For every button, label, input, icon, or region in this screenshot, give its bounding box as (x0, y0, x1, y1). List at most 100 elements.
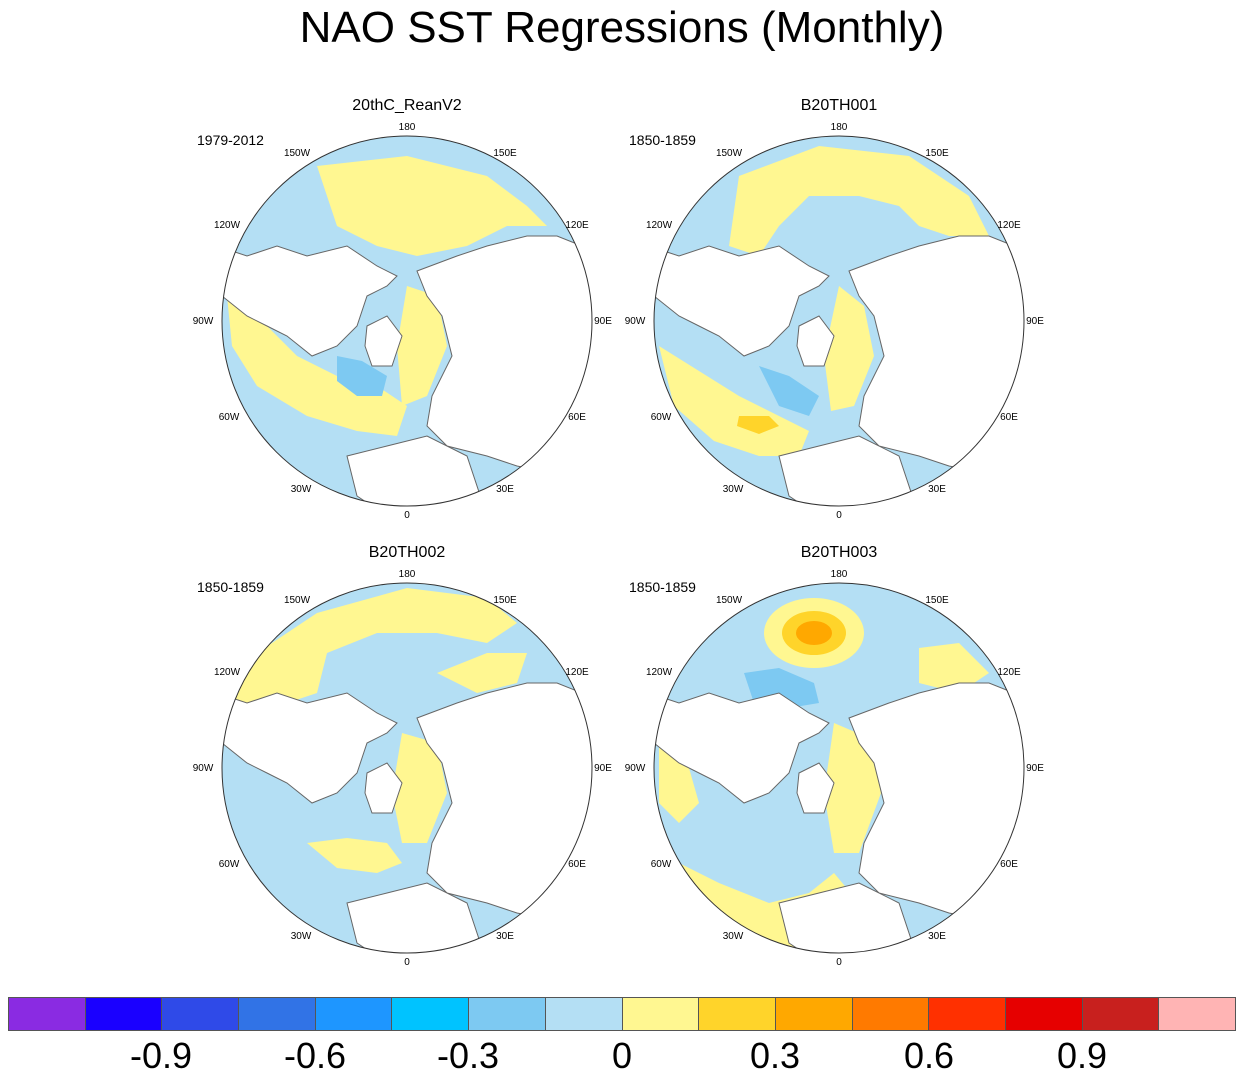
land (416, 682, 592, 924)
lon-label: 90W (192, 316, 214, 327)
lon-label: 60W (650, 859, 672, 870)
lon-label: 30W (722, 484, 744, 495)
lon-label: 120W (213, 667, 241, 678)
land (778, 435, 920, 506)
lon-label: 120E (997, 667, 1021, 678)
colorbar-box (468, 997, 546, 1031)
land (346, 435, 488, 506)
panel-title: B20TH001 (800, 97, 878, 114)
lon-label: 30W (290, 931, 312, 942)
land (222, 692, 398, 804)
lon-label: 90E (594, 763, 612, 774)
lon-label: 90W (624, 316, 646, 327)
land (416, 235, 592, 477)
lon-label: 60E (1000, 412, 1018, 423)
colorbar-label: 0.3 (749, 1035, 801, 1076)
lon-label: 0 (836, 510, 842, 521)
panel-period: 1850-1859 (197, 579, 264, 595)
lon-label: 150W (715, 148, 743, 159)
lon-label: 30E (496, 484, 514, 495)
polar-map (653, 135, 1025, 507)
positive-anomaly-stronger (796, 621, 832, 645)
lon-label: 150E (925, 148, 949, 159)
positive-anomaly (317, 156, 547, 256)
land (654, 245, 830, 357)
lon-label: 120E (997, 220, 1021, 231)
lon-label: 0 (404, 957, 410, 968)
colorbar-box (8, 997, 86, 1031)
colorbar-box (1004, 997, 1083, 1031)
land (848, 235, 1024, 477)
positive-anomaly (919, 643, 989, 693)
colorbar (8, 997, 1236, 1031)
lon-label: 180 (830, 122, 848, 133)
polar-map (221, 135, 593, 507)
panel-title: B20TH002 (368, 544, 446, 561)
colorbar-label: 0.9 (1056, 1035, 1108, 1076)
lon-label: 150E (925, 595, 949, 606)
lon-label: 90E (1026, 763, 1044, 774)
panel-period: 1850-1859 (629, 132, 696, 148)
map-panel-b20th002: B20TH002 1850-1859 180 150E 120E 90E 60E… (187, 543, 627, 983)
land (848, 682, 1024, 924)
map-panel-b20th003: B20TH003 1850-1859 180 150E 120E 90E 60E… (619, 543, 1059, 983)
colorbar-box (84, 997, 163, 1031)
lon-label: 60E (568, 412, 586, 423)
polar-map (653, 582, 1025, 954)
negative-anomaly (759, 366, 819, 416)
positive-anomaly (227, 296, 407, 436)
lon-label: 180 (830, 569, 848, 580)
panel-title: B20TH003 (800, 544, 878, 561)
negative-anomaly (337, 356, 387, 396)
lon-label: 120W (645, 667, 673, 678)
lon-label: 30W (722, 931, 744, 942)
positive-anomaly (729, 146, 989, 256)
positive-anomaly (307, 838, 402, 873)
colorbar-box (774, 997, 853, 1031)
lon-label: 60E (568, 859, 586, 870)
lon-label: 90W (624, 763, 646, 774)
panel-title: 20thC_ReanV2 (352, 97, 462, 114)
colorbar-label: -0.6 (283, 1035, 347, 1076)
land (654, 692, 830, 804)
lon-label: 30E (928, 931, 946, 942)
positive-anomaly (227, 588, 517, 723)
land (364, 315, 403, 367)
positive-anomaly (659, 743, 699, 823)
lon-label: 60W (218, 412, 240, 423)
land (796, 315, 835, 367)
lon-label: 90W (192, 763, 214, 774)
lon-label: 180 (398, 122, 416, 133)
land (364, 762, 403, 814)
colorbar-box (851, 997, 930, 1031)
lon-label: 90E (1026, 316, 1044, 327)
positive-anomaly (397, 286, 447, 406)
colorbar-box (621, 997, 700, 1031)
colorbar-box (314, 997, 393, 1031)
colorbar-label: -0.9 (129, 1035, 193, 1076)
main-title: NAO SST Regressions (Monthly) (299, 3, 945, 52)
lon-label: 60W (650, 412, 672, 423)
lon-label: 150E (493, 595, 517, 606)
panel-period: 1979-2012 (197, 132, 264, 148)
colorbar-box (544, 997, 623, 1031)
lon-label: 30W (290, 484, 312, 495)
land (222, 245, 398, 357)
colorbar-label: -0.3 (436, 1035, 500, 1076)
lon-label: 150W (715, 595, 743, 606)
lon-label: 90E (594, 316, 612, 327)
colorbar-box (238, 997, 316, 1031)
map-panel-20thc-reanv2: 20thC_ReanV2 1979-2012 180 150E 120E 90E… (187, 96, 627, 536)
lon-label: 0 (404, 510, 410, 521)
positive-anomaly (392, 733, 447, 843)
land (778, 882, 920, 953)
lon-label: 30E (496, 931, 514, 942)
colorbar-label: 0.6 (903, 1035, 955, 1076)
panel-period: 1850-1859 (629, 579, 696, 595)
positive-anomaly (437, 653, 527, 693)
lon-label: 120E (565, 220, 589, 231)
polar-map (221, 582, 593, 954)
positive-anomaly (824, 723, 881, 853)
lon-label: 30E (928, 484, 946, 495)
lon-label: 120E (565, 667, 589, 678)
